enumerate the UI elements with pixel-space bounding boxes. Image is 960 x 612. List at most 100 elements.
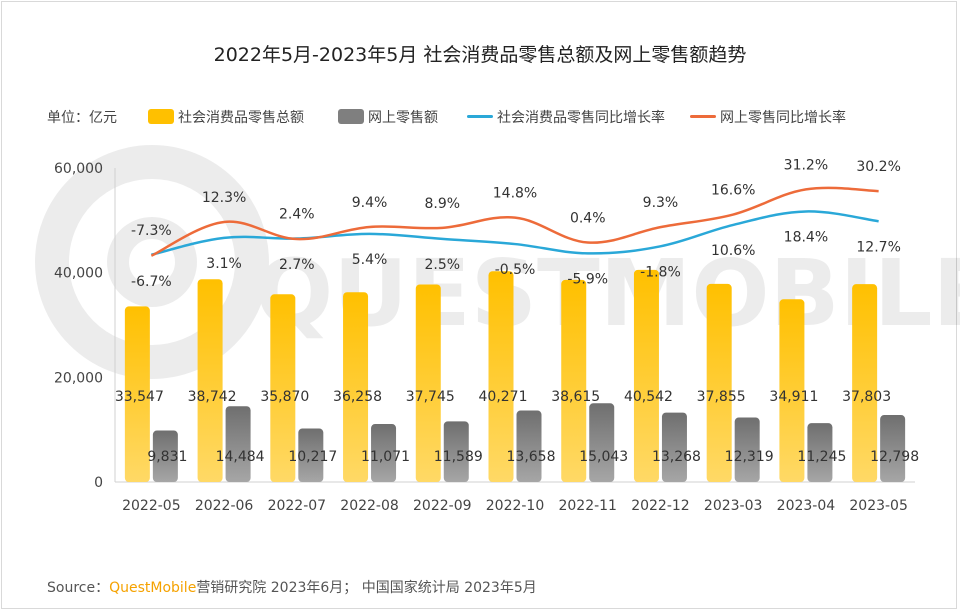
retail-growth-label: 5.4% bbox=[352, 252, 388, 268]
bar-online-retail bbox=[443, 421, 469, 482]
legend-label-retail-growth: 社会消费品零售同比增长率 bbox=[497, 110, 665, 126]
online-growth-label: 12.3% bbox=[202, 190, 246, 206]
watermark-logo-ring bbox=[35, 145, 269, 379]
legend-label-online-growth: 网上零售同比增长率 bbox=[720, 110, 846, 126]
online-value-label: 14,484 bbox=[216, 449, 265, 465]
legend-swatch-online-growth bbox=[690, 115, 716, 118]
x-tick-label: 2022-07 bbox=[268, 498, 327, 514]
bar-retail-total bbox=[270, 294, 296, 482]
x-tick-label: 2022-06 bbox=[195, 498, 254, 514]
online-value-label: 13,268 bbox=[652, 449, 701, 465]
bar-online-retail bbox=[807, 423, 833, 482]
legend-swatch-retail-growth bbox=[467, 115, 493, 118]
retail-growth-label: 10.6% bbox=[711, 243, 755, 259]
legend-retail-growth: 社会消费品零售同比增长率 bbox=[467, 107, 665, 127]
retail-growth-label: 12.7% bbox=[856, 239, 900, 255]
x-tick-label: 2022-11 bbox=[558, 498, 617, 514]
online-growth-label: 0.4% bbox=[570, 211, 606, 227]
online-value-label: 9,831 bbox=[147, 449, 187, 465]
online-value-label: 11,071 bbox=[361, 449, 410, 465]
bar-online-retail bbox=[516, 410, 542, 482]
online-value-label: 12,319 bbox=[725, 449, 774, 465]
source-rest: 营销研究院 2023年6月； 中国国家统计局 2023年5月 bbox=[196, 580, 537, 596]
retail-value-label: 33,547 bbox=[115, 389, 164, 405]
retail-growth-label: 18.4% bbox=[784, 229, 828, 245]
bar-online-retail bbox=[589, 403, 615, 482]
x-tick-label: 2023-03 bbox=[704, 498, 763, 514]
online-growth-label: 9.4% bbox=[352, 195, 388, 211]
bar-online-retail bbox=[371, 424, 397, 482]
chart-title: 2022年5月-2023年5月 社会消费品零售总额及网上零售额趋势 bbox=[213, 44, 747, 66]
retail-value-label: 37,855 bbox=[697, 389, 746, 405]
source-note: Source：QuestMobile营销研究院 2023年6月； 中国国家统计局… bbox=[47, 577, 537, 597]
bar-retail-total bbox=[561, 279, 587, 482]
retail-value-label: 37,745 bbox=[406, 389, 455, 405]
bar-online-retail bbox=[661, 412, 687, 482]
online-growth-label: 16.6% bbox=[711, 183, 755, 199]
retail-growth-label: -6.7% bbox=[131, 274, 172, 290]
legend-label-retail-total: 社会消费品零售总额 bbox=[178, 110, 304, 126]
y-tick-label: 40,000 bbox=[54, 266, 103, 282]
retail-value-label: 34,911 bbox=[769, 389, 818, 405]
online-value-label: 11,589 bbox=[434, 449, 483, 465]
bar-retail-total bbox=[779, 299, 805, 482]
x-tick-label: 2022-12 bbox=[631, 498, 690, 514]
retail-growth-label: -5.9% bbox=[567, 271, 608, 287]
online-value-label: 12,798 bbox=[870, 449, 919, 465]
bar-retail-total bbox=[706, 283, 732, 482]
online-value-label: 10,217 bbox=[288, 449, 337, 465]
online-growth-label: 8.9% bbox=[424, 196, 460, 212]
retail-growth-label: -0.5% bbox=[495, 262, 536, 278]
retail-growth-label: -1.8% bbox=[640, 264, 681, 280]
online-growth-label: -7.3% bbox=[131, 223, 172, 239]
online-growth-label: 14.8% bbox=[493, 186, 537, 202]
legend-label-online-retail: 网上零售额 bbox=[368, 110, 438, 126]
bar-online-retail bbox=[880, 415, 906, 482]
bar-retail-total bbox=[488, 271, 514, 482]
retail-value-label: 37,803 bbox=[842, 389, 891, 405]
x-tick-label: 2022-08 bbox=[340, 498, 399, 514]
bar-online-retail bbox=[734, 417, 760, 482]
x-tick-label: 2023-04 bbox=[777, 498, 836, 514]
y-tick-label: 0 bbox=[94, 475, 103, 491]
legend-swatch-online-retail bbox=[338, 109, 364, 124]
x-tick-label: 2022-05 bbox=[122, 498, 181, 514]
legend-swatch-retail-total bbox=[148, 109, 174, 124]
retail-value-label: 36,258 bbox=[333, 389, 382, 405]
retail-value-label: 38,615 bbox=[551, 389, 600, 405]
unit-label: 单位：亿元 bbox=[47, 110, 117, 126]
y-tick-label: 60,000 bbox=[54, 161, 103, 177]
online-growth-label: 30.2% bbox=[856, 159, 900, 175]
online-growth-label: 9.3% bbox=[643, 195, 679, 211]
retail-value-label: 40,542 bbox=[624, 389, 673, 405]
source-prefix: Source： bbox=[47, 580, 110, 596]
online-value-label: 11,245 bbox=[797, 449, 846, 465]
online-value-label: 13,658 bbox=[507, 449, 556, 465]
x-tick-label: 2022-09 bbox=[413, 498, 472, 514]
retail-value-label: 35,870 bbox=[260, 389, 309, 405]
bar-online-retail bbox=[298, 428, 324, 482]
legend-retail-total: 社会消费品零售总额 bbox=[148, 107, 304, 127]
bar-retail-total bbox=[343, 292, 369, 482]
source-brand: QuestMobile bbox=[109, 580, 197, 596]
retail-growth-label: 3.1% bbox=[206, 256, 242, 272]
bar-retail-total bbox=[197, 279, 223, 482]
y-tick-label: 20,000 bbox=[54, 370, 103, 386]
legend-online-retail: 网上零售额 bbox=[338, 107, 438, 127]
bar-retail-total bbox=[415, 284, 441, 482]
watermark: QUESTMOBILE bbox=[35, 145, 960, 379]
bar-online-retail bbox=[225, 406, 251, 482]
retail-growth-label: 2.5% bbox=[424, 257, 460, 273]
online-growth-label: 31.2% bbox=[784, 157, 828, 173]
bar-retail-total bbox=[633, 269, 659, 482]
x-tick-label: 2023-05 bbox=[849, 498, 908, 514]
legend-online-growth: 网上零售同比增长率 bbox=[690, 107, 846, 127]
bar-retail-total bbox=[852, 284, 878, 482]
x-tick-label: 2022-10 bbox=[486, 498, 545, 514]
retail-value-label: 38,742 bbox=[188, 389, 237, 405]
bar-online-retail bbox=[152, 430, 178, 482]
retail-growth-label: 2.7% bbox=[279, 257, 315, 273]
line-retail-growth bbox=[151, 210, 879, 256]
